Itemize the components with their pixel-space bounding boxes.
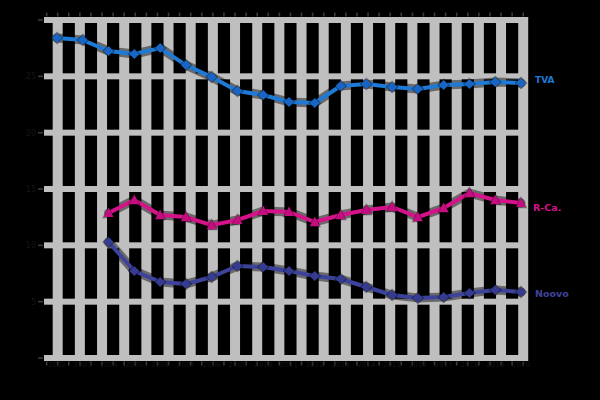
tick-top: [279, 13, 281, 17]
x-tick-label: 2011: [280, 361, 298, 369]
tick-left: [38, 76, 43, 78]
tick-top: [190, 13, 192, 17]
tick-left: [38, 357, 43, 359]
grid-hbar: [44, 17, 528, 23]
tick-top: [168, 13, 170, 17]
tick-top: [179, 13, 181, 17]
x-tick-label: 2012: [306, 361, 324, 369]
tick-top: [245, 13, 247, 17]
x-tick-label: 2019: [486, 361, 504, 369]
tick-top: [334, 13, 336, 17]
y-tick-label: 15: [26, 185, 36, 194]
x-tick-label: 2003: [74, 361, 92, 369]
tick-top: [389, 13, 391, 17]
tick-top: [467, 13, 469, 17]
tick-top: [123, 13, 125, 17]
x-tick-label: 2006: [151, 361, 169, 369]
tick-top: [522, 13, 524, 17]
tick-top: [301, 13, 303, 17]
tick-top: [290, 13, 292, 17]
tick-top: [112, 13, 114, 17]
grid-hbar: [44, 186, 528, 192]
tick-top: [412, 13, 414, 17]
tick-top: [57, 13, 59, 17]
tick-left: [38, 19, 43, 21]
tick-top: [489, 13, 491, 17]
x-tick-label: 2002: [48, 361, 66, 369]
tick-top: [201, 13, 203, 17]
grid-hbar: [44, 130, 528, 136]
tick-top: [157, 13, 159, 17]
tick-top: [456, 13, 458, 17]
legend-noovo: Noovo: [535, 288, 569, 299]
y-tick-label: 5: [31, 298, 36, 307]
tick-top: [500, 13, 502, 17]
x-tick-label: 2005: [125, 361, 143, 369]
y-tick-label: 10: [26, 241, 36, 250]
tick-bottom: [301, 362, 303, 366]
x-tick-label: 2010: [254, 361, 272, 369]
tick-top: [46, 13, 48, 17]
tick-top: [423, 13, 425, 17]
x-tick-label: 2007: [177, 361, 195, 369]
x-tick-label: 2018: [461, 361, 479, 369]
tick-top: [146, 13, 148, 17]
tick-top: [68, 13, 70, 17]
tick-bottom: [68, 362, 70, 366]
tick-top: [323, 13, 325, 17]
tick-top: [212, 13, 214, 17]
tick-left: [38, 301, 43, 303]
tick-top: [445, 13, 447, 17]
tick-left: [38, 245, 43, 247]
tick-left: [38, 188, 43, 190]
tick-top: [101, 13, 103, 17]
tick-top: [79, 13, 81, 17]
x-tick-label: 2020: [512, 361, 530, 369]
tick-top: [90, 13, 92, 17]
x-tick-label: 2013: [332, 361, 350, 369]
tick-bottom: [456, 362, 458, 366]
tick-top: [345, 13, 347, 17]
x-tick-label: 2014: [357, 361, 375, 369]
tick-bottom: [223, 362, 225, 366]
tick-top: [256, 13, 258, 17]
tick-top: [378, 13, 380, 17]
tick-left: [38, 132, 43, 134]
tick-top: [356, 13, 358, 17]
tick-top: [478, 13, 480, 17]
tick-top: [134, 13, 136, 17]
x-tick-label: 2015: [383, 361, 401, 369]
line-chart: 2520151052002200320042005200620072008200…: [0, 0, 600, 400]
x-tick-label: 2008: [203, 361, 221, 369]
legend-tva: TVA: [535, 75, 554, 85]
x-tick-label: 2016: [409, 361, 427, 369]
legend-rca: R-Ca.: [533, 202, 561, 213]
tick-top: [223, 13, 225, 17]
x-tick-label: 2004: [100, 361, 118, 369]
y-tick-label: 25: [26, 72, 36, 81]
tick-bottom: [378, 362, 380, 366]
x-tick-label: 2009: [229, 361, 247, 369]
grid-hbar: [44, 73, 528, 79]
tick-top: [234, 13, 236, 17]
y-tick-label: 20: [26, 129, 36, 138]
tick-bottom: [146, 362, 148, 366]
tick-top: [312, 13, 314, 17]
tick-top: [367, 13, 369, 17]
tick-top: [511, 13, 513, 17]
tick-top: [400, 13, 402, 17]
tick-top: [434, 13, 436, 17]
x-tick-label: 2017: [435, 361, 453, 369]
tick-top: [267, 13, 269, 17]
chart-canvas: 2520151052002200320042005200620072008200…: [0, 0, 600, 400]
